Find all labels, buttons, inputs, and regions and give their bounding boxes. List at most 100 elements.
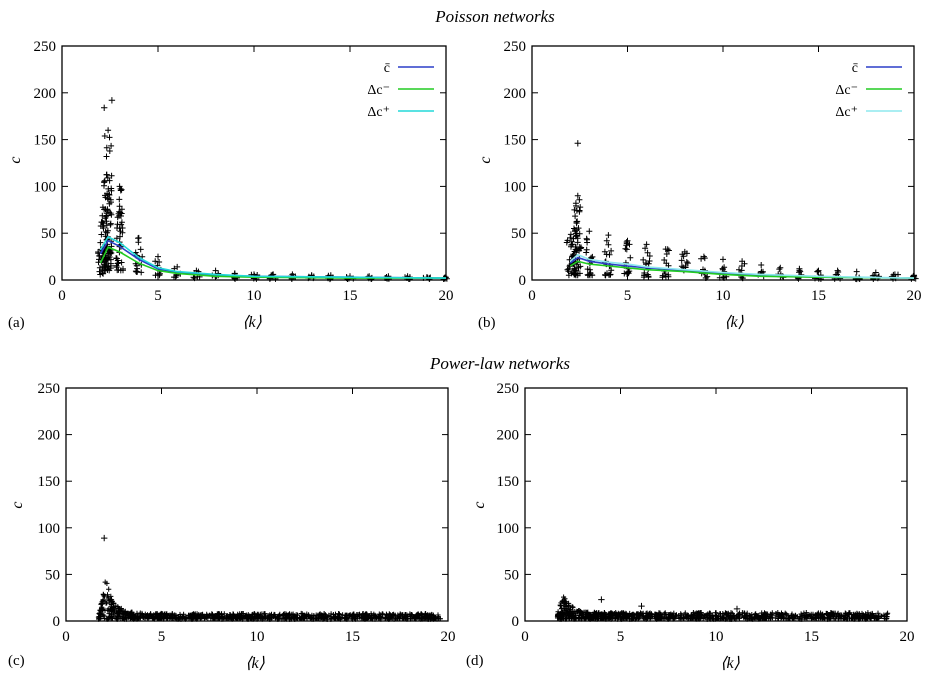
data-point — [763, 616, 770, 622]
data-point — [418, 616, 424, 622]
y-tick-label: 100 — [497, 521, 520, 537]
data-point — [783, 611, 789, 617]
data-point — [137, 614, 144, 620]
data-point — [255, 613, 261, 619]
data-point — [626, 241, 633, 248]
data-point — [571, 206, 578, 213]
data-point — [751, 614, 757, 620]
data-point — [601, 616, 607, 622]
data-point — [373, 613, 379, 619]
data-point — [103, 153, 110, 160]
data-point — [707, 610, 713, 616]
x-tick-label: 20 — [439, 288, 454, 304]
data-point — [164, 611, 170, 617]
data-point — [383, 611, 389, 617]
data-point — [720, 256, 726, 263]
y-tick-label: 100 — [504, 179, 527, 195]
data-point — [739, 258, 746, 265]
data-point — [758, 262, 765, 268]
data-point — [720, 615, 726, 621]
data-point — [654, 616, 660, 622]
data-point — [701, 255, 708, 262]
data-point — [361, 615, 367, 621]
scatter-points — [95, 534, 443, 622]
data-point — [238, 614, 244, 620]
data-point — [658, 613, 664, 619]
x-tick-label: 0 — [521, 629, 529, 645]
data-point — [603, 251, 610, 258]
data-point — [567, 234, 574, 241]
data-point — [642, 245, 649, 252]
data-point — [608, 247, 615, 254]
data-point — [832, 616, 838, 622]
data-point — [145, 616, 151, 622]
data-point — [569, 611, 575, 617]
data-point — [157, 614, 163, 621]
data-point — [572, 244, 579, 250]
data-point — [876, 613, 882, 619]
data-point — [137, 246, 144, 253]
data-point — [173, 615, 179, 621]
data-point — [719, 265, 726, 272]
data-point — [667, 612, 673, 618]
x-tick-label: 20 — [900, 629, 915, 645]
data-point — [867, 614, 873, 621]
data-point — [569, 604, 575, 610]
y-tick-label: 150 — [38, 474, 61, 490]
data-point — [152, 258, 159, 265]
data-point — [872, 269, 879, 276]
data-point — [394, 616, 400, 622]
data-point — [693, 610, 699, 616]
data-point — [107, 196, 114, 203]
data-point — [586, 228, 593, 235]
x-tick-label: 15 — [343, 288, 358, 304]
x-tick-label: 15 — [811, 288, 826, 304]
data-point — [106, 134, 113, 141]
data-point — [705, 611, 711, 617]
data-point — [106, 267, 113, 274]
data-point — [624, 237, 631, 244]
data-point — [563, 611, 569, 617]
data-point — [681, 248, 688, 255]
data-point — [286, 611, 293, 617]
data-point — [908, 275, 915, 282]
data-point — [708, 616, 714, 622]
data-point — [652, 611, 658, 617]
data-point — [642, 260, 649, 266]
data-point — [602, 271, 609, 278]
data-point — [669, 613, 676, 619]
y-tick-label: 200 — [504, 86, 527, 102]
data-point — [836, 615, 842, 621]
x-axis-label: ⟨k⟩ — [245, 655, 265, 672]
data-point — [713, 612, 719, 619]
y-tick-label: 50 — [511, 226, 526, 242]
y-tick-label: 250 — [34, 39, 57, 55]
data-point — [161, 611, 167, 617]
y-axis-label: c — [9, 501, 26, 508]
data-point — [336, 611, 342, 617]
data-point — [843, 614, 849, 620]
data-point — [301, 615, 308, 621]
x-tick-label: 5 — [624, 288, 632, 304]
data-point — [659, 616, 665, 622]
data-point — [324, 616, 330, 622]
data-point — [665, 271, 672, 278]
x-tick-label: 5 — [158, 629, 166, 645]
data-point — [574, 218, 581, 225]
data-point — [575, 264, 582, 271]
data-point — [114, 214, 121, 221]
outlier-point — [108, 97, 116, 104]
data-point — [607, 614, 613, 620]
data-point — [796, 265, 803, 272]
data-point — [100, 612, 106, 618]
data-point — [100, 591, 106, 597]
data-point — [572, 213, 579, 220]
data-point — [147, 612, 153, 618]
data-point — [106, 598, 112, 604]
data-point — [428, 612, 434, 618]
data-point — [350, 612, 356, 618]
data-point — [108, 250, 115, 256]
panel-label: (d) — [466, 653, 484, 669]
data-point — [331, 615, 338, 621]
